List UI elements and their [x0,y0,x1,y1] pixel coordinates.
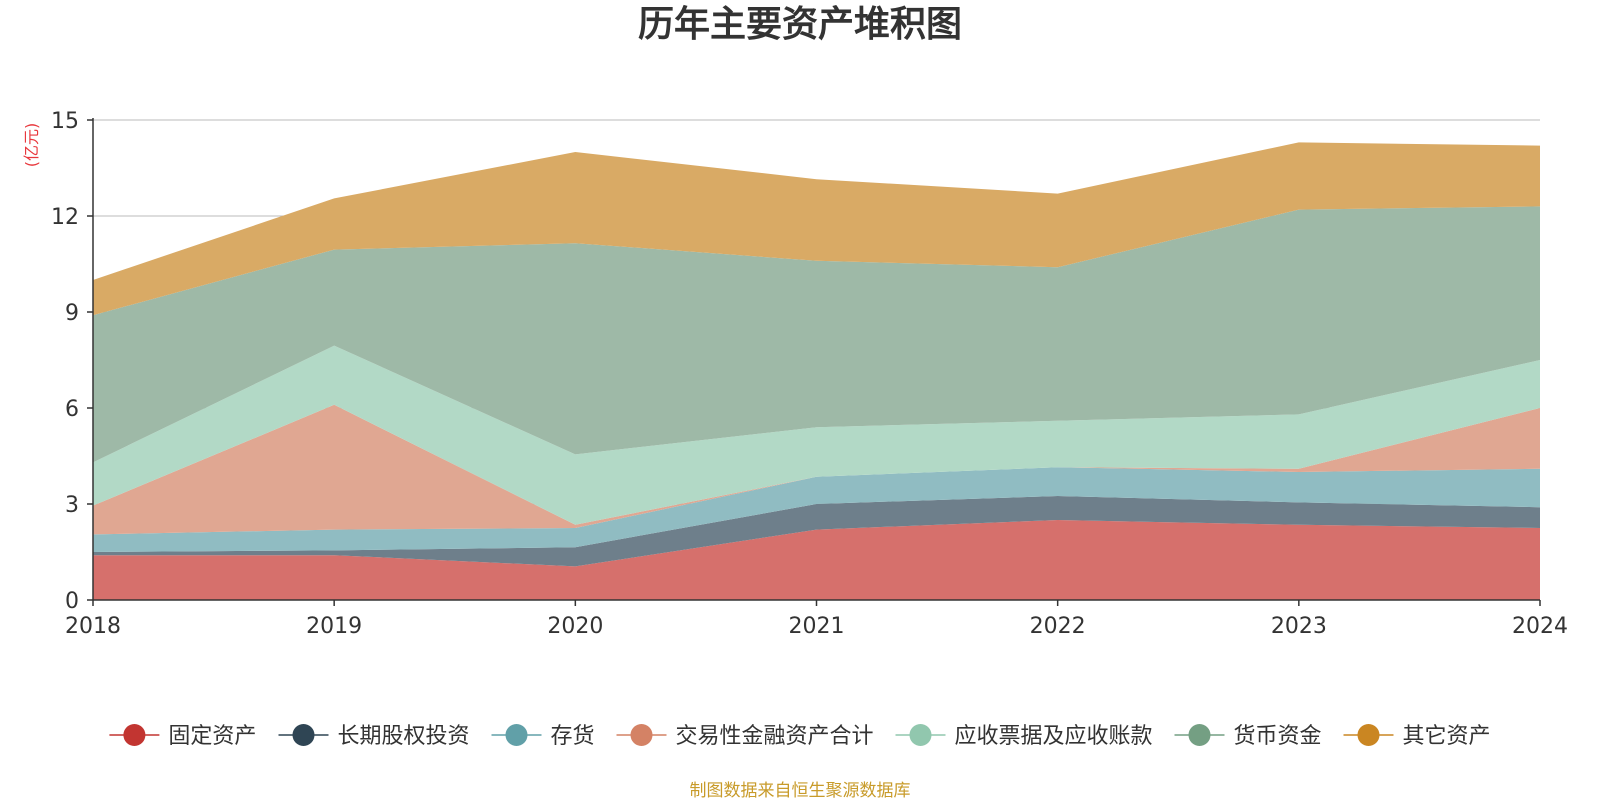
area-series-5 [93,345,1540,525]
legend-label: 货币资金 [1234,724,1322,749]
x-tick-label: 2024 [1512,614,1568,639]
legend-marker [630,724,653,746]
legend-item: 其它资产 [1343,724,1491,749]
x-tick-label: 2020 [547,614,603,639]
x-tick-label: 2022 [1030,614,1086,639]
area-series-4 [93,404,1540,535]
data-source-note: 制图数据来自恒生聚源数据库 [690,781,911,800]
legend-label: 固定资产 [168,724,256,749]
legend-marker [505,724,528,746]
legend-marker [292,724,315,746]
y-tick-label: 15 [51,109,79,134]
area-series-6 [93,206,1540,463]
y-tick-label: 6 [65,397,79,422]
legend-item: 应收票据及应收账款 [895,724,1153,749]
area-series-3 [93,467,1540,552]
legend-marker [123,724,146,746]
area-series-1 [93,520,1540,600]
x-tick-label: 2023 [1271,614,1327,639]
legend-label: 存货 [551,724,595,749]
y-axis-unit-label: (亿元) [22,123,41,168]
legend-item: 长期股权投资 [278,724,470,749]
y-tick-label: 0 [65,589,79,614]
legend-item: 货币资金 [1174,724,1322,749]
area-series-2 [93,496,1540,567]
stacked-areas [93,142,1540,600]
legend-item: 存货 [491,724,595,749]
legend-label: 其它资产 [1403,724,1491,749]
chart-title: 历年主要资产堆积图 [638,4,962,45]
legend-marker [909,724,932,746]
axes: 0 3 6 9 12 15 2018 2019 2020 2021 2022 2023 2024 [51,109,1568,639]
legend: 固定资产 长期股权投资 存货 交易性金融资产合计 应收票据及应收账款 货币资金 其它资产 [109,724,1491,749]
legend-label: 长期股权投资 [338,724,470,749]
y-tick-label: 12 [51,205,79,230]
x-tick-label: 2021 [789,614,845,639]
x-tick-label: 2018 [65,614,121,639]
y-tick-label: 3 [65,493,79,518]
legend-marker [1188,724,1211,746]
legend-label: 应收票据及应收账款 [955,724,1153,749]
legend-label: 交易性金融资产合计 [676,724,874,749]
area-series-7 [93,142,1540,316]
legend-marker [1357,724,1380,746]
legend-item: 固定资产 [109,724,256,749]
x-tick-label: 2019 [306,614,362,639]
legend-item: 交易性金融资产合计 [616,724,874,749]
y-tick-label: 9 [65,301,79,326]
